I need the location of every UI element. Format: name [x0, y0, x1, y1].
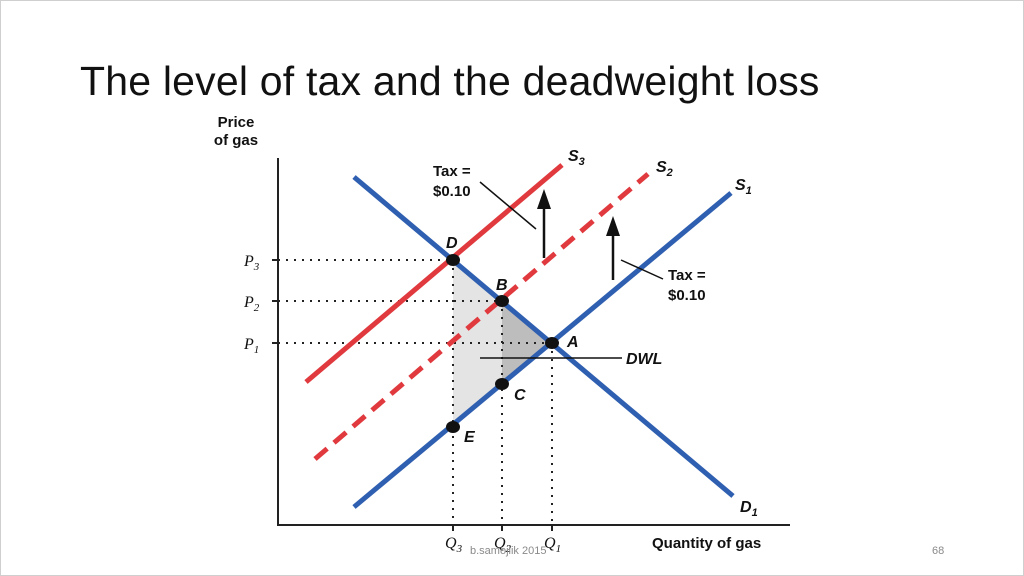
tax-shift-arrow-right: [606, 216, 620, 280]
tax-shift-arrow-left: [537, 189, 551, 258]
tax-label-left-line1: Tax =: [433, 163, 471, 180]
quantity-tick-q2: Q2: [494, 535, 512, 555]
dwl-label: DWL: [626, 351, 662, 368]
quantity-tick-q3: Q3: [445, 535, 463, 555]
price-tick-p1: P1: [243, 336, 259, 356]
point-a-label: A: [566, 334, 579, 351]
point-b-label: B: [496, 277, 508, 294]
tax-label-right-line2: $0.10: [668, 287, 706, 304]
supply-curve-s2: [313, 172, 650, 461]
price-tick-p3: P3: [243, 253, 260, 273]
supply-curve-s3: [304, 163, 564, 384]
quantity-tick-q1: Q1: [544, 535, 561, 555]
y-axis-label-line1: Price: [218, 114, 255, 131]
curve-label-s1: S1: [735, 177, 752, 197]
tax-revenue-shaded-area: [453, 260, 502, 427]
price-tick-p2: P2: [243, 294, 260, 314]
dotted-guides: [278, 259, 553, 524]
tax-right-pointer: [620, 259, 664, 280]
x-axis-label: Quantity of gas: [652, 535, 761, 552]
point-c-label: C: [514, 387, 526, 404]
point-c-marker: [495, 378, 509, 390]
point-e-label: E: [464, 429, 476, 446]
point-d-label: D: [446, 235, 458, 252]
tax-label-right-line1: Tax =: [668, 267, 706, 284]
curve-label-s3: S3: [568, 148, 585, 168]
point-b-marker: [495, 295, 509, 307]
point-e-marker: [446, 421, 460, 433]
curve-label-d1: D1: [740, 499, 758, 519]
tax-label-left-line2: $0.10: [433, 183, 471, 200]
demand-curve-d1: [352, 175, 735, 498]
point-d-marker: [446, 254, 460, 266]
point-a-marker: [545, 337, 559, 349]
y-axis-label-line2: of gas: [214, 132, 258, 149]
supply-curve-s1: [352, 191, 733, 509]
footer-author: b.samojlik 2015: [470, 545, 547, 557]
axis-ticks: [272, 259, 553, 531]
slide-title: The level of tax and the deadweight loss: [80, 58, 820, 104]
tax-left-pointer: [479, 181, 537, 230]
curve-label-s2: S2: [656, 159, 673, 179]
page-number: 68: [932, 545, 945, 557]
